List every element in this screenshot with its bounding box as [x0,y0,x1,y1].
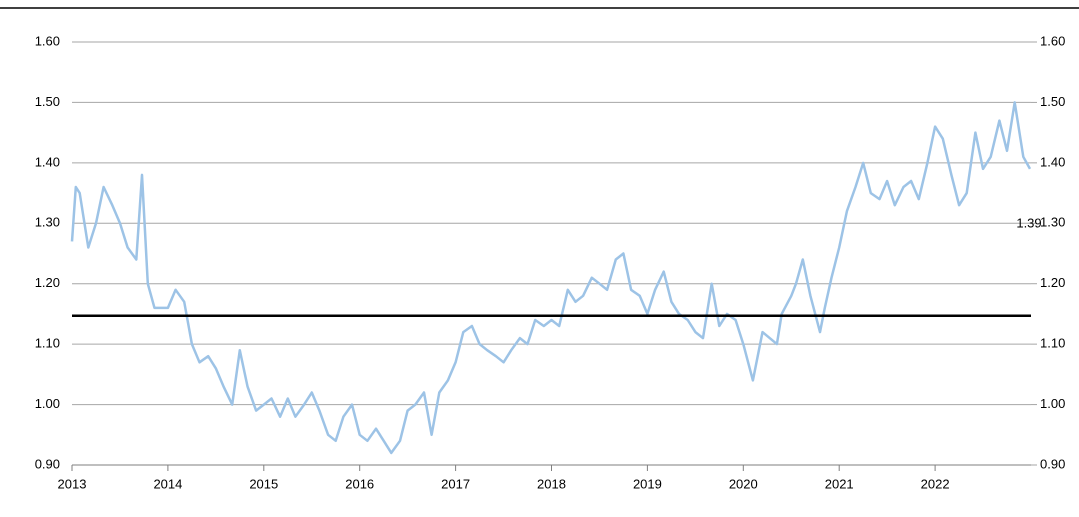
x-tick-label: 2022 [921,476,950,491]
x-tick-label: 2020 [729,476,758,491]
y-tick-label: 1.00 [35,396,60,411]
y2-tick-label: 1.60 [1040,33,1065,48]
y-tick-label: 1.60 [35,33,60,48]
y2-tick-label: 1.10 [1040,336,1065,351]
y-tick-label: 1.40 [35,154,60,169]
y-tick-label: 1.50 [35,94,60,109]
series-line [70,101,1032,455]
y-tick-label: 1.30 [35,215,60,230]
y-tick-label: 0.90 [35,456,60,471]
y2-tick-label: 1.20 [1040,275,1065,290]
x-tick-label: 2019 [633,476,662,491]
x-tick-label: 2018 [537,476,566,491]
y2-tick-label: 1.00 [1040,396,1065,411]
y2-tick-label: 1.40 [1040,154,1065,169]
x-tick-label: 2017 [441,476,470,491]
end-value-label: 1.39 [1016,215,1041,230]
y2-tick-label: 1.50 [1040,94,1065,109]
x-tick-label: 2014 [153,476,182,491]
x-tick-label: 2021 [825,476,854,491]
x-tick-label: 2015 [249,476,278,491]
y2-tick-label: 0.90 [1040,456,1065,471]
y-tick-label: 1.20 [35,275,60,290]
y2-tick-label: 1.30 [1040,215,1065,230]
y-tick-label: 1.10 [35,336,60,351]
x-tick-label: 2013 [58,476,87,491]
x-tick-label: 2016 [345,476,374,491]
